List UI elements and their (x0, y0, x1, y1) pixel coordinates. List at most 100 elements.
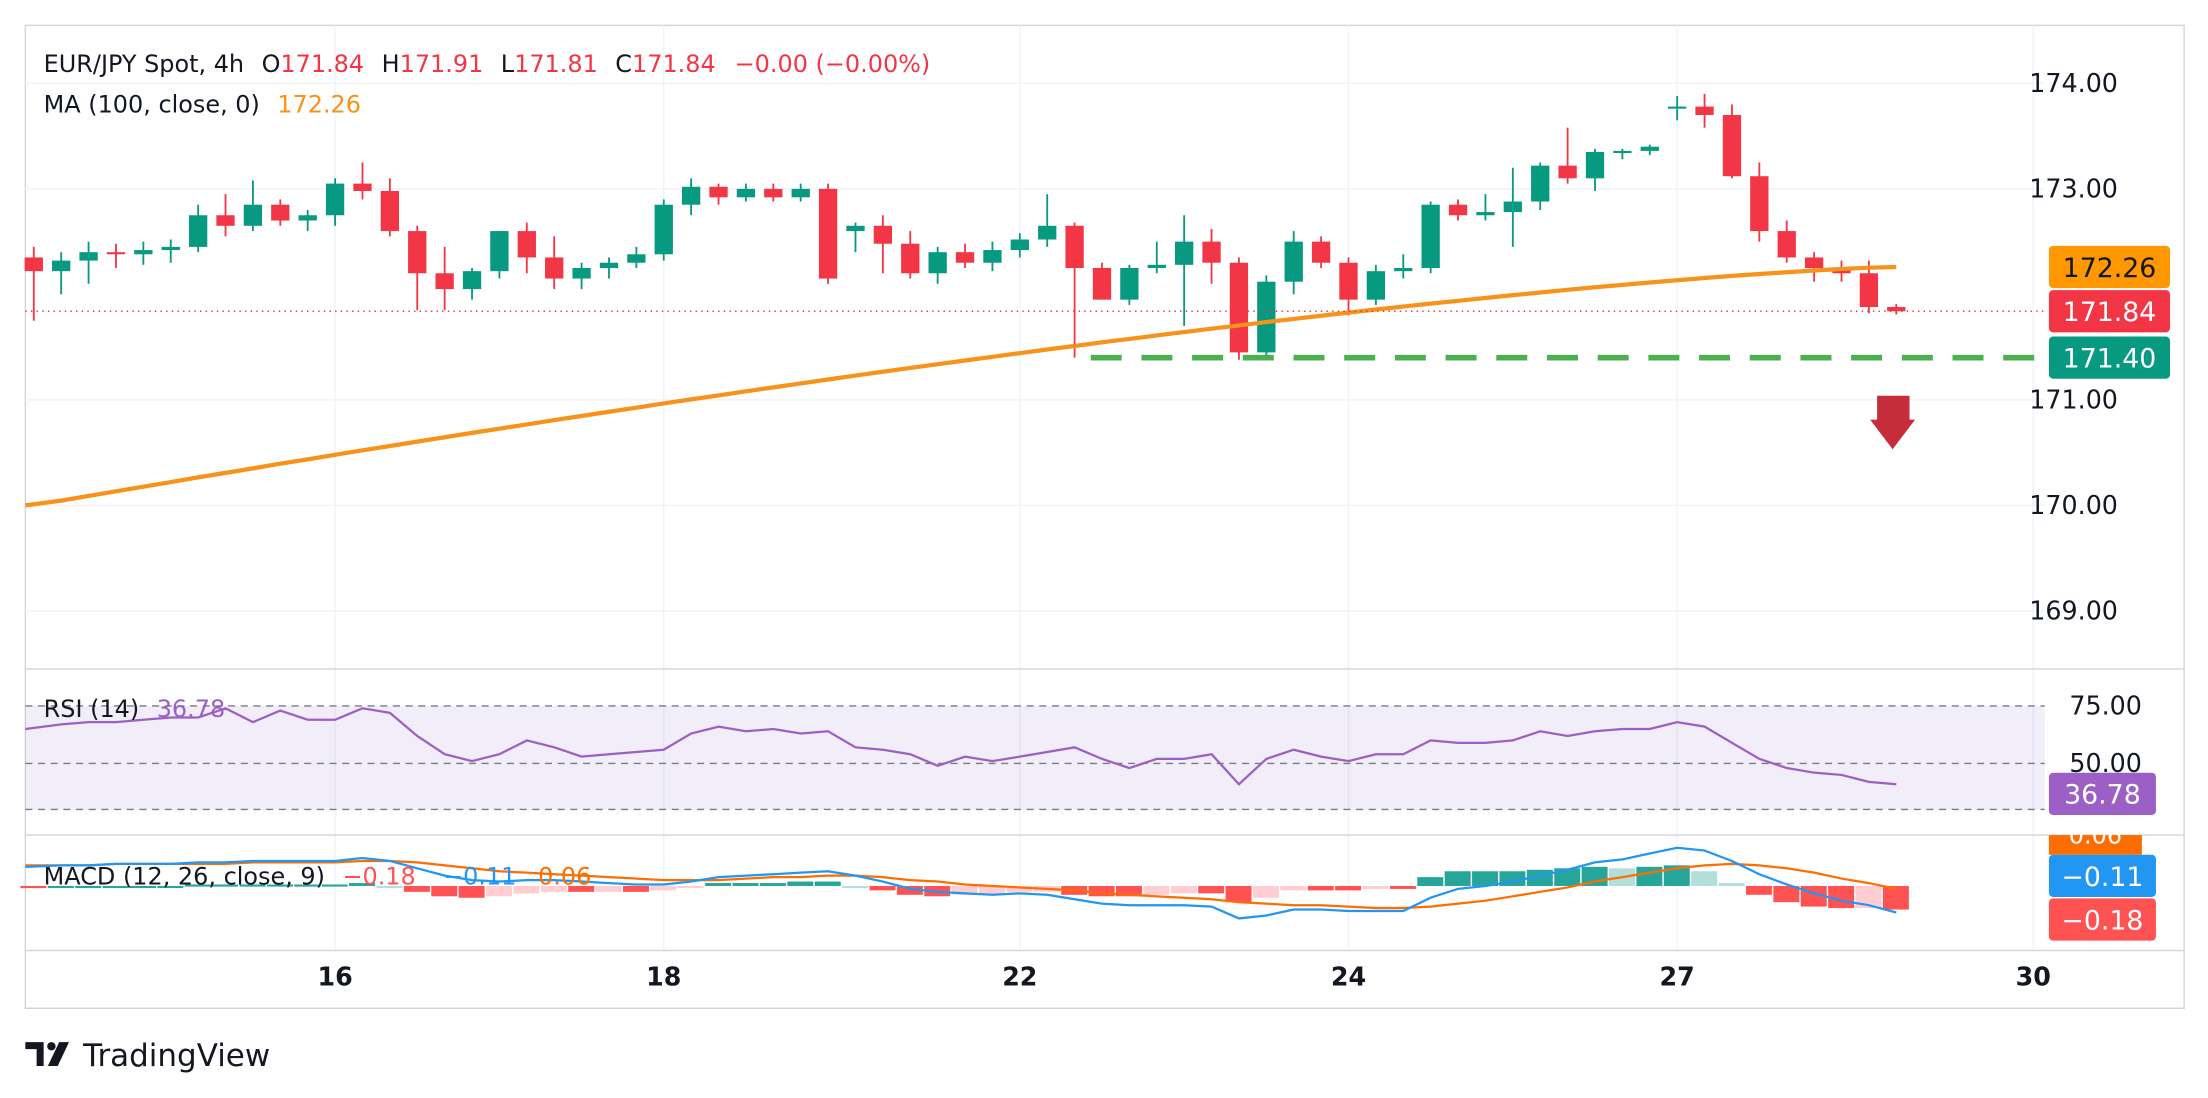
price-badge-bg (2048, 290, 2171, 333)
candle (654, 199, 673, 261)
candle (1038, 194, 1057, 247)
candle-body (1257, 281, 1276, 353)
signal-badge-bg (2048, 835, 2142, 855)
candle (1147, 241, 1166, 274)
candle (1585, 148, 1605, 191)
candle-body (1777, 231, 1796, 258)
candle (599, 257, 619, 279)
candle-body (846, 225, 865, 232)
ma-label: MA (100, close, 0) (44, 91, 260, 119)
high-value: 171.91 (400, 50, 484, 78)
candle-body (955, 252, 975, 263)
macd-histogram-bar (1554, 868, 1581, 886)
price-badge-text: 171.40 (2063, 344, 2157, 375)
candle (106, 243, 126, 268)
price-badge: 172.26 (2048, 245, 2171, 289)
price-tick-label: 169.00 (2029, 595, 2118, 625)
candle-body (1558, 165, 1577, 179)
candle (955, 243, 975, 268)
candle-body (1175, 241, 1194, 265)
candle (1750, 162, 1769, 242)
legend-rsi[interactable]: RSI (14) 36.78 (44, 695, 226, 723)
candle (298, 209, 317, 232)
candle-body (901, 243, 920, 274)
candle-body (462, 271, 482, 290)
candle (134, 241, 153, 265)
rsi-value: 36.78 (157, 695, 225, 723)
macd-histogram-bar (1335, 885, 1362, 891)
candle (1804, 252, 1824, 282)
price-tick-label: 171.00 (2029, 384, 2118, 414)
macd-histogram-bar (1472, 871, 1499, 886)
macd-badge: −0.11 (2048, 854, 2156, 898)
candle-body (79, 252, 98, 261)
high-label: H (382, 50, 400, 78)
macd-histogram-bar (568, 885, 595, 892)
candle (462, 267, 482, 300)
symbol-title: EUR/JPY Spot, 4h (44, 50, 244, 78)
candle-body (1010, 239, 1029, 251)
candle-body (106, 252, 126, 255)
candle (1503, 167, 1522, 247)
ma-line (25, 264, 1897, 508)
macd-histogram-bar (869, 885, 896, 891)
candle-body (983, 250, 1002, 263)
candle-body (545, 257, 564, 279)
candle-body (52, 260, 71, 272)
candle-body (1394, 267, 1413, 272)
macd-label: MACD (12, 26, close, 9) (44, 862, 325, 890)
legend-macd[interactable]: MACD (12, 26, close, 9) −0.18 −0.11 0.06 (44, 862, 592, 890)
legend-ohlc[interactable]: EUR/JPY Spot, 4h O171.84 H171.91 L171.81… (44, 50, 931, 78)
tradingview-logo-icon (25, 1042, 70, 1067)
macd-line-value: −0.11 (443, 862, 516, 890)
candle-body (1859, 273, 1879, 308)
macd-histogram-bar (979, 885, 1006, 895)
macd-histogram-bar (1389, 885, 1416, 889)
candle (1448, 199, 1468, 221)
bearish-arrow-icon (1870, 395, 1916, 450)
macd-histogram-bar (47, 885, 74, 889)
rsi-line (25, 707, 1897, 786)
candle-body (709, 186, 728, 198)
candle (1311, 236, 1331, 268)
candle-body (736, 188, 756, 198)
time-axis[interactable]: 16 18 22 24 27 30 (317, 962, 2050, 992)
tradingview-logo[interactable]: TradingView (25, 1038, 270, 1074)
macd-histogram-bar (184, 884, 211, 887)
candle (1421, 201, 1440, 274)
macd-histogram-bar (239, 884, 266, 887)
histogram-badge-bg (2048, 898, 2156, 941)
candle-body (325, 183, 345, 216)
candle-body (1038, 225, 1057, 240)
histogram-badge: −0.18 (2048, 898, 2156, 941)
macd-histogram-bar (732, 883, 759, 886)
candle-body (1531, 165, 1550, 202)
macd-histogram-bar (266, 884, 293, 887)
candle (188, 204, 208, 253)
overlays (25, 264, 2045, 920)
candle-body (1668, 106, 1687, 109)
price-badge-bg (2048, 245, 2171, 289)
candle (517, 222, 536, 274)
candle (764, 183, 783, 202)
rsi-tick-label: 75.00 (2069, 690, 2142, 720)
candle-body (654, 204, 673, 255)
candle-body (1750, 176, 1769, 232)
low-label: L (501, 50, 515, 78)
macd-histogram-bar (1088, 885, 1115, 897)
candle-body (928, 252, 947, 274)
candle (1366, 264, 1386, 305)
price-badge: 171.84 (2048, 290, 2171, 333)
candle-body (1448, 204, 1468, 216)
candle (380, 178, 400, 237)
macd-histogram-bar (321, 884, 348, 887)
candle (572, 262, 591, 290)
macd-histogram-bar (1444, 871, 1471, 886)
price-tick-label: 174.00 (2029, 68, 2118, 98)
signal-line (25, 859, 1897, 910)
candle-body (1613, 150, 1632, 154)
legend-ma[interactable]: MA (100, close, 0) 172.26 (44, 91, 361, 119)
candle-body (161, 246, 180, 251)
candle-body (681, 186, 701, 205)
